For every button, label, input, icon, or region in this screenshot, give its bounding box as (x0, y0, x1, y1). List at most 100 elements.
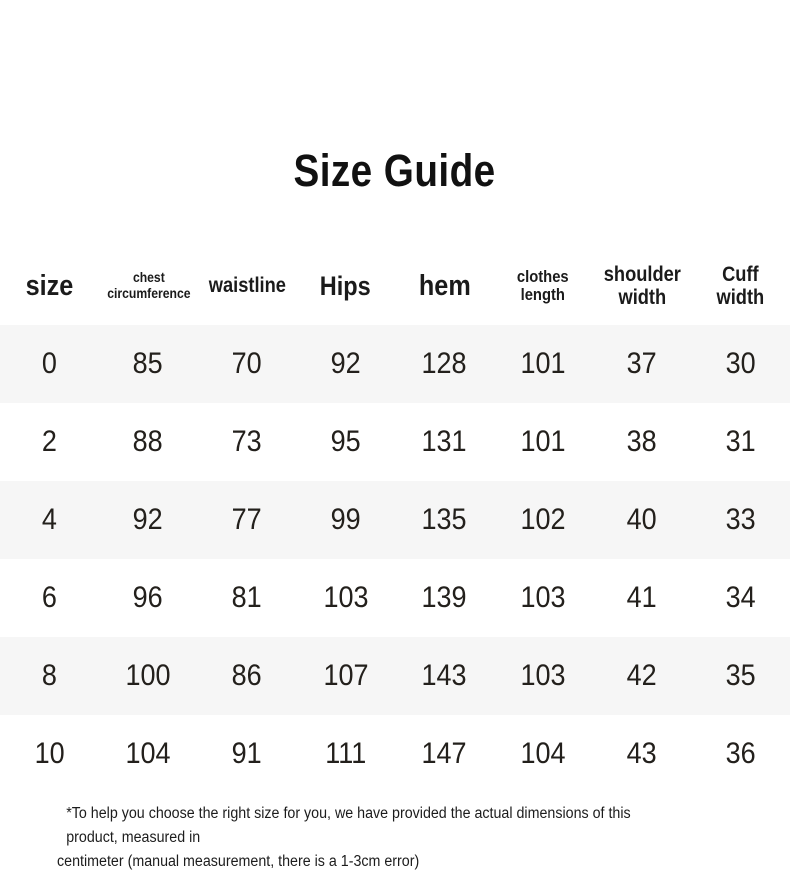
cell-value: 34 (725, 581, 756, 614)
table-row: 8 100 86 107 143 103 42 35 (0, 637, 790, 715)
cell-value: 8 (41, 659, 57, 692)
cell-value: 99 (330, 503, 361, 536)
cell-size: 10 (0, 715, 99, 793)
cell-size: 8 (0, 637, 99, 715)
table-row: 10 104 91 111 147 104 43 36 (0, 715, 790, 793)
size-guide-page: Size Guide size chest circumference wais… (0, 145, 790, 871)
cell-chest-circumference: 100 (99, 637, 198, 715)
cell-shoulder-width: 43 (593, 715, 692, 793)
cell-value: 88 (133, 425, 164, 458)
cell-clothes-length: 103 (494, 637, 593, 715)
cell-cuff-width: 35 (691, 637, 790, 715)
cell-hem: 131 (395, 403, 494, 481)
cell-waistline: 81 (198, 559, 297, 637)
cell-value: 92 (133, 503, 164, 536)
cell-value: 100 (125, 659, 171, 692)
size-guide-table: size chest circumference waistline Hips … (0, 248, 790, 793)
cell-size: 4 (0, 481, 99, 559)
cell-value: 103 (323, 581, 369, 614)
cell-hips: 103 (296, 559, 395, 637)
cell-value: 81 (231, 581, 262, 614)
column-header-waistline: waistline (197, 248, 297, 325)
cell-cuff-width: 36 (691, 715, 790, 793)
column-header-shoulder-width: shoulder width (592, 248, 692, 325)
cell-value: 147 (421, 737, 467, 770)
cell-clothes-length: 103 (494, 559, 593, 637)
table-row: 4 92 77 99 135 102 40 33 (0, 481, 790, 559)
cell-value: 101 (520, 347, 566, 380)
cell-hem: 128 (395, 325, 494, 403)
cell-value: 33 (725, 503, 756, 536)
cell-chest-circumference: 88 (99, 403, 198, 481)
cell-value: 37 (626, 347, 657, 380)
cell-value: 103 (520, 659, 566, 692)
cell-hem: 143 (395, 637, 494, 715)
cell-value: 111 (325, 737, 367, 770)
cell-shoulder-width: 40 (593, 481, 692, 559)
cell-cuff-width: 31 (691, 403, 790, 481)
cell-value: 86 (231, 659, 262, 692)
cell-clothes-length: 101 (494, 325, 593, 403)
cell-clothes-length: 101 (494, 403, 593, 481)
column-header-cuff-width: Cuff width (691, 248, 790, 325)
cell-value: 6 (41, 581, 57, 614)
cell-value: 77 (231, 503, 262, 536)
column-header-label: hem (418, 269, 471, 302)
column-header-hips: Hips (296, 248, 395, 325)
cell-shoulder-width: 41 (593, 559, 692, 637)
cell-chest-circumference: 85 (99, 325, 198, 403)
cell-value: 73 (231, 425, 262, 458)
cell-waistline: 73 (198, 403, 297, 481)
cell-value: 103 (520, 581, 566, 614)
column-header-label: shoulder width (603, 262, 681, 309)
cell-value: 4 (41, 503, 57, 536)
cell-size: 0 (0, 325, 99, 403)
cell-value: 0 (41, 347, 57, 380)
cell-value: 139 (421, 581, 467, 614)
column-header-size: size (0, 248, 99, 325)
cell-waistline: 77 (198, 481, 297, 559)
cell-value: 42 (626, 659, 657, 692)
cell-value: 85 (133, 347, 164, 380)
cell-value: 107 (323, 659, 369, 692)
column-header-label: clothes length (517, 266, 570, 305)
table-row: 6 96 81 103 139 103 41 34 (0, 559, 790, 637)
cell-cuff-width: 30 (691, 325, 790, 403)
cell-chest-circumference: 104 (99, 715, 198, 793)
cell-hem: 135 (395, 481, 494, 559)
cell-cuff-width: 34 (691, 559, 790, 637)
page-title: Size Guide (293, 145, 497, 197)
cell-waistline: 70 (198, 325, 297, 403)
cell-value: 104 (125, 737, 171, 770)
cell-hips: 92 (296, 325, 395, 403)
column-header-label: Cuff width (716, 262, 765, 309)
column-header-chest-circumference: chest circumference (98, 248, 198, 325)
cell-value: 31 (725, 425, 756, 458)
cell-hem: 147 (395, 715, 494, 793)
cell-hips: 99 (296, 481, 395, 559)
cell-value: 70 (231, 347, 262, 380)
cell-waistline: 91 (198, 715, 297, 793)
cell-value: 128 (421, 347, 467, 380)
cell-value: 95 (330, 425, 361, 458)
cell-value: 41 (626, 581, 657, 614)
cell-value: 10 (34, 737, 65, 770)
cell-value: 30 (725, 347, 756, 380)
cell-value: 36 (725, 737, 756, 770)
cell-value: 35 (725, 659, 756, 692)
column-header-clothes-length: clothes length (493, 248, 593, 325)
cell-value: 102 (520, 503, 566, 536)
cell-hips: 111 (296, 715, 395, 793)
column-header-hem: hem (395, 248, 494, 325)
cell-shoulder-width: 37 (593, 325, 692, 403)
cell-value: 101 (520, 425, 566, 458)
cell-value: 38 (626, 425, 657, 458)
cell-cuff-width: 33 (691, 481, 790, 559)
cell-value: 92 (330, 347, 361, 380)
table-body: 0 85 70 92 128 101 37 30 2 88 73 95 131 … (0, 325, 790, 793)
cell-value: 96 (133, 581, 164, 614)
cell-chest-circumference: 92 (99, 481, 198, 559)
cell-value: 43 (626, 737, 657, 770)
column-header-label: waistline (208, 274, 286, 298)
cell-waistline: 86 (198, 637, 297, 715)
